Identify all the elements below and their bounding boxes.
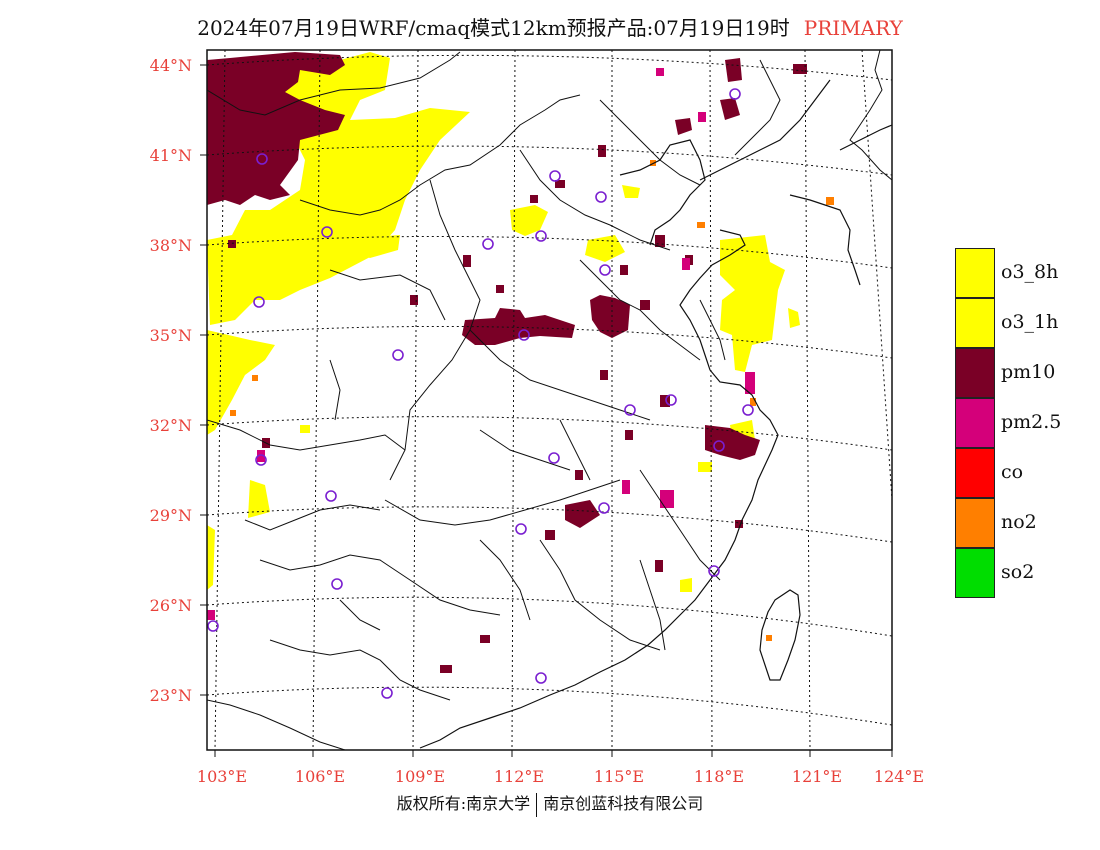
border-lines xyxy=(207,50,892,750)
legend-swatch-o3-8h xyxy=(955,248,995,298)
copyright-left: 版权所有:南京大学 xyxy=(396,794,531,813)
map-content xyxy=(207,50,892,750)
legend-swatch-o3-1h xyxy=(955,298,995,348)
lon-label-124: 124°E xyxy=(874,767,924,786)
legend-item-pm25: pm2.5 xyxy=(955,398,1095,448)
coastline xyxy=(419,79,892,749)
footer-separator xyxy=(536,792,538,817)
legend-label-no2: no2 xyxy=(1001,511,1037,533)
boundaries xyxy=(207,51,726,701)
title-text: 2024年07月19日WRF/cmaq模式12km预报产品:07月19日19时 xyxy=(197,16,790,40)
legend-item-so2: so2 xyxy=(955,548,1095,598)
lon-label-109: 109°E xyxy=(395,767,445,786)
legend-item-pm10: pm10 xyxy=(955,348,1095,398)
primary-tag: PRIMARY xyxy=(803,16,903,40)
copyright-footer: 版权所有:南京大学 南京创蓝科技有限公司 xyxy=(0,790,1100,817)
map-title: 2024年07月19日WRF/cmaq模式12km预报产品:07月19日19时 P… xyxy=(0,12,1100,41)
legend-item-no2: no2 xyxy=(955,498,1095,548)
lat-label-23: 23°N xyxy=(150,686,192,705)
lon-label-112: 112°E xyxy=(494,767,544,786)
lat-label-44: 44°N xyxy=(150,56,192,75)
legend-label-co: co xyxy=(1001,461,1024,483)
copyright-right: 南京创蓝科技有限公司 xyxy=(543,794,704,813)
legend-label-pm10: pm10 xyxy=(1001,361,1056,383)
lon-label-118: 118°E xyxy=(694,767,744,786)
station-markers xyxy=(207,88,754,699)
pm25-regions xyxy=(207,68,755,620)
map-frame xyxy=(206,49,893,751)
lon-ticks xyxy=(214,750,893,757)
legend-item-o3-8h: o3_8h xyxy=(955,248,1095,298)
legend-swatch-pm10 xyxy=(955,348,995,398)
lon-label-121: 121°E xyxy=(792,767,842,786)
lat-label-29: 29°N xyxy=(150,506,192,525)
legend-swatch-so2 xyxy=(955,548,995,598)
legend-label-so2: so2 xyxy=(1001,561,1035,583)
lat-label-41: 41°N xyxy=(150,146,192,165)
lon-label-103: 103°E xyxy=(197,767,247,786)
legend-swatch-no2 xyxy=(955,498,995,548)
lat-label-26: 26°N xyxy=(150,596,192,615)
legend-swatch-co xyxy=(955,448,995,498)
legend-label-pm25: pm2.5 xyxy=(1001,411,1062,433)
lat-ticks xyxy=(200,64,207,696)
pollutant-legend: o3_8h o3_1h pm10 pm2.5 co no2 so2 xyxy=(955,248,1095,598)
lat-label-35: 35°N xyxy=(150,326,192,345)
lon-label-115: 115°E xyxy=(594,767,644,786)
lon-label-106: 106°E xyxy=(295,767,345,786)
lat-label-32: 32°N xyxy=(150,416,192,435)
legend-label-o3-8h: o3_8h xyxy=(1001,261,1059,283)
legend-item-o3-1h: o3_1h xyxy=(955,298,1095,348)
legend-swatch-pm25 xyxy=(955,398,995,448)
graticule xyxy=(207,50,892,750)
lat-label-38: 38°N xyxy=(150,236,192,255)
legend-label-o3-1h: o3_1h xyxy=(1001,311,1059,333)
legend-item-co: co xyxy=(955,448,1095,498)
pm10-regions xyxy=(207,52,807,673)
